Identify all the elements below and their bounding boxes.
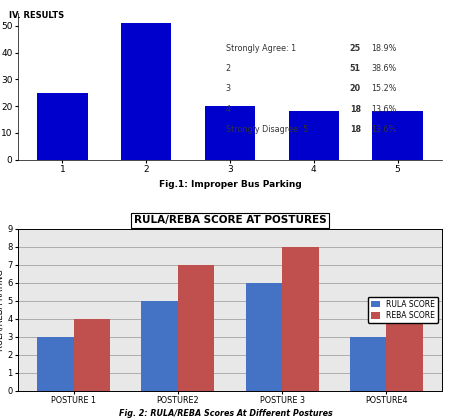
- Bar: [289, 111, 339, 160]
- Text: 18: 18: [350, 125, 361, 134]
- Text: IV. RESULTS: IV. RESULTS: [9, 10, 64, 19]
- Bar: [121, 23, 171, 160]
- Text: Fig. 2: RULA/REBA Scores At Different Postures: Fig. 2: RULA/REBA Scores At Different Po…: [119, 409, 332, 418]
- Bar: [74, 319, 110, 391]
- Text: 3: 3: [226, 84, 230, 93]
- Bar: [350, 337, 386, 391]
- Text: 13.6%: 13.6%: [372, 105, 397, 113]
- Text: 20: 20: [350, 84, 361, 93]
- Bar: [37, 337, 74, 391]
- Bar: [142, 301, 178, 391]
- Bar: [373, 111, 423, 160]
- Text: 18: 18: [350, 105, 361, 113]
- Legend: RULA SCORE, REBA SCORE: RULA SCORE, REBA SCORE: [368, 297, 438, 323]
- Text: 18.9%: 18.9%: [372, 44, 397, 53]
- X-axis label: Fig.1: Improper Bus Parking: Fig.1: Improper Bus Parking: [159, 180, 301, 189]
- Text: Strongly Agree: 1: Strongly Agree: 1: [226, 44, 295, 53]
- Text: 2: 2: [226, 64, 230, 73]
- Bar: [178, 265, 214, 391]
- Title: RULA/REBA SCORE AT POSTURES: RULA/REBA SCORE AT POSTURES: [133, 215, 327, 226]
- Bar: [205, 106, 255, 160]
- Bar: [37, 93, 87, 160]
- Y-axis label: RULA/REBA RATING: RULA/REBA RATING: [0, 269, 5, 351]
- Text: 13.6%: 13.6%: [372, 125, 397, 134]
- Bar: [246, 283, 282, 391]
- Text: 51: 51: [350, 64, 361, 73]
- Text: 4: 4: [226, 105, 230, 113]
- Text: Strongly Disagree: 5: Strongly Disagree: 5: [226, 125, 308, 134]
- Text: 25: 25: [350, 44, 361, 53]
- Text: 38.6%: 38.6%: [372, 64, 397, 73]
- Bar: [386, 319, 423, 391]
- Bar: [282, 247, 318, 391]
- Text: 15.2%: 15.2%: [371, 84, 397, 93]
